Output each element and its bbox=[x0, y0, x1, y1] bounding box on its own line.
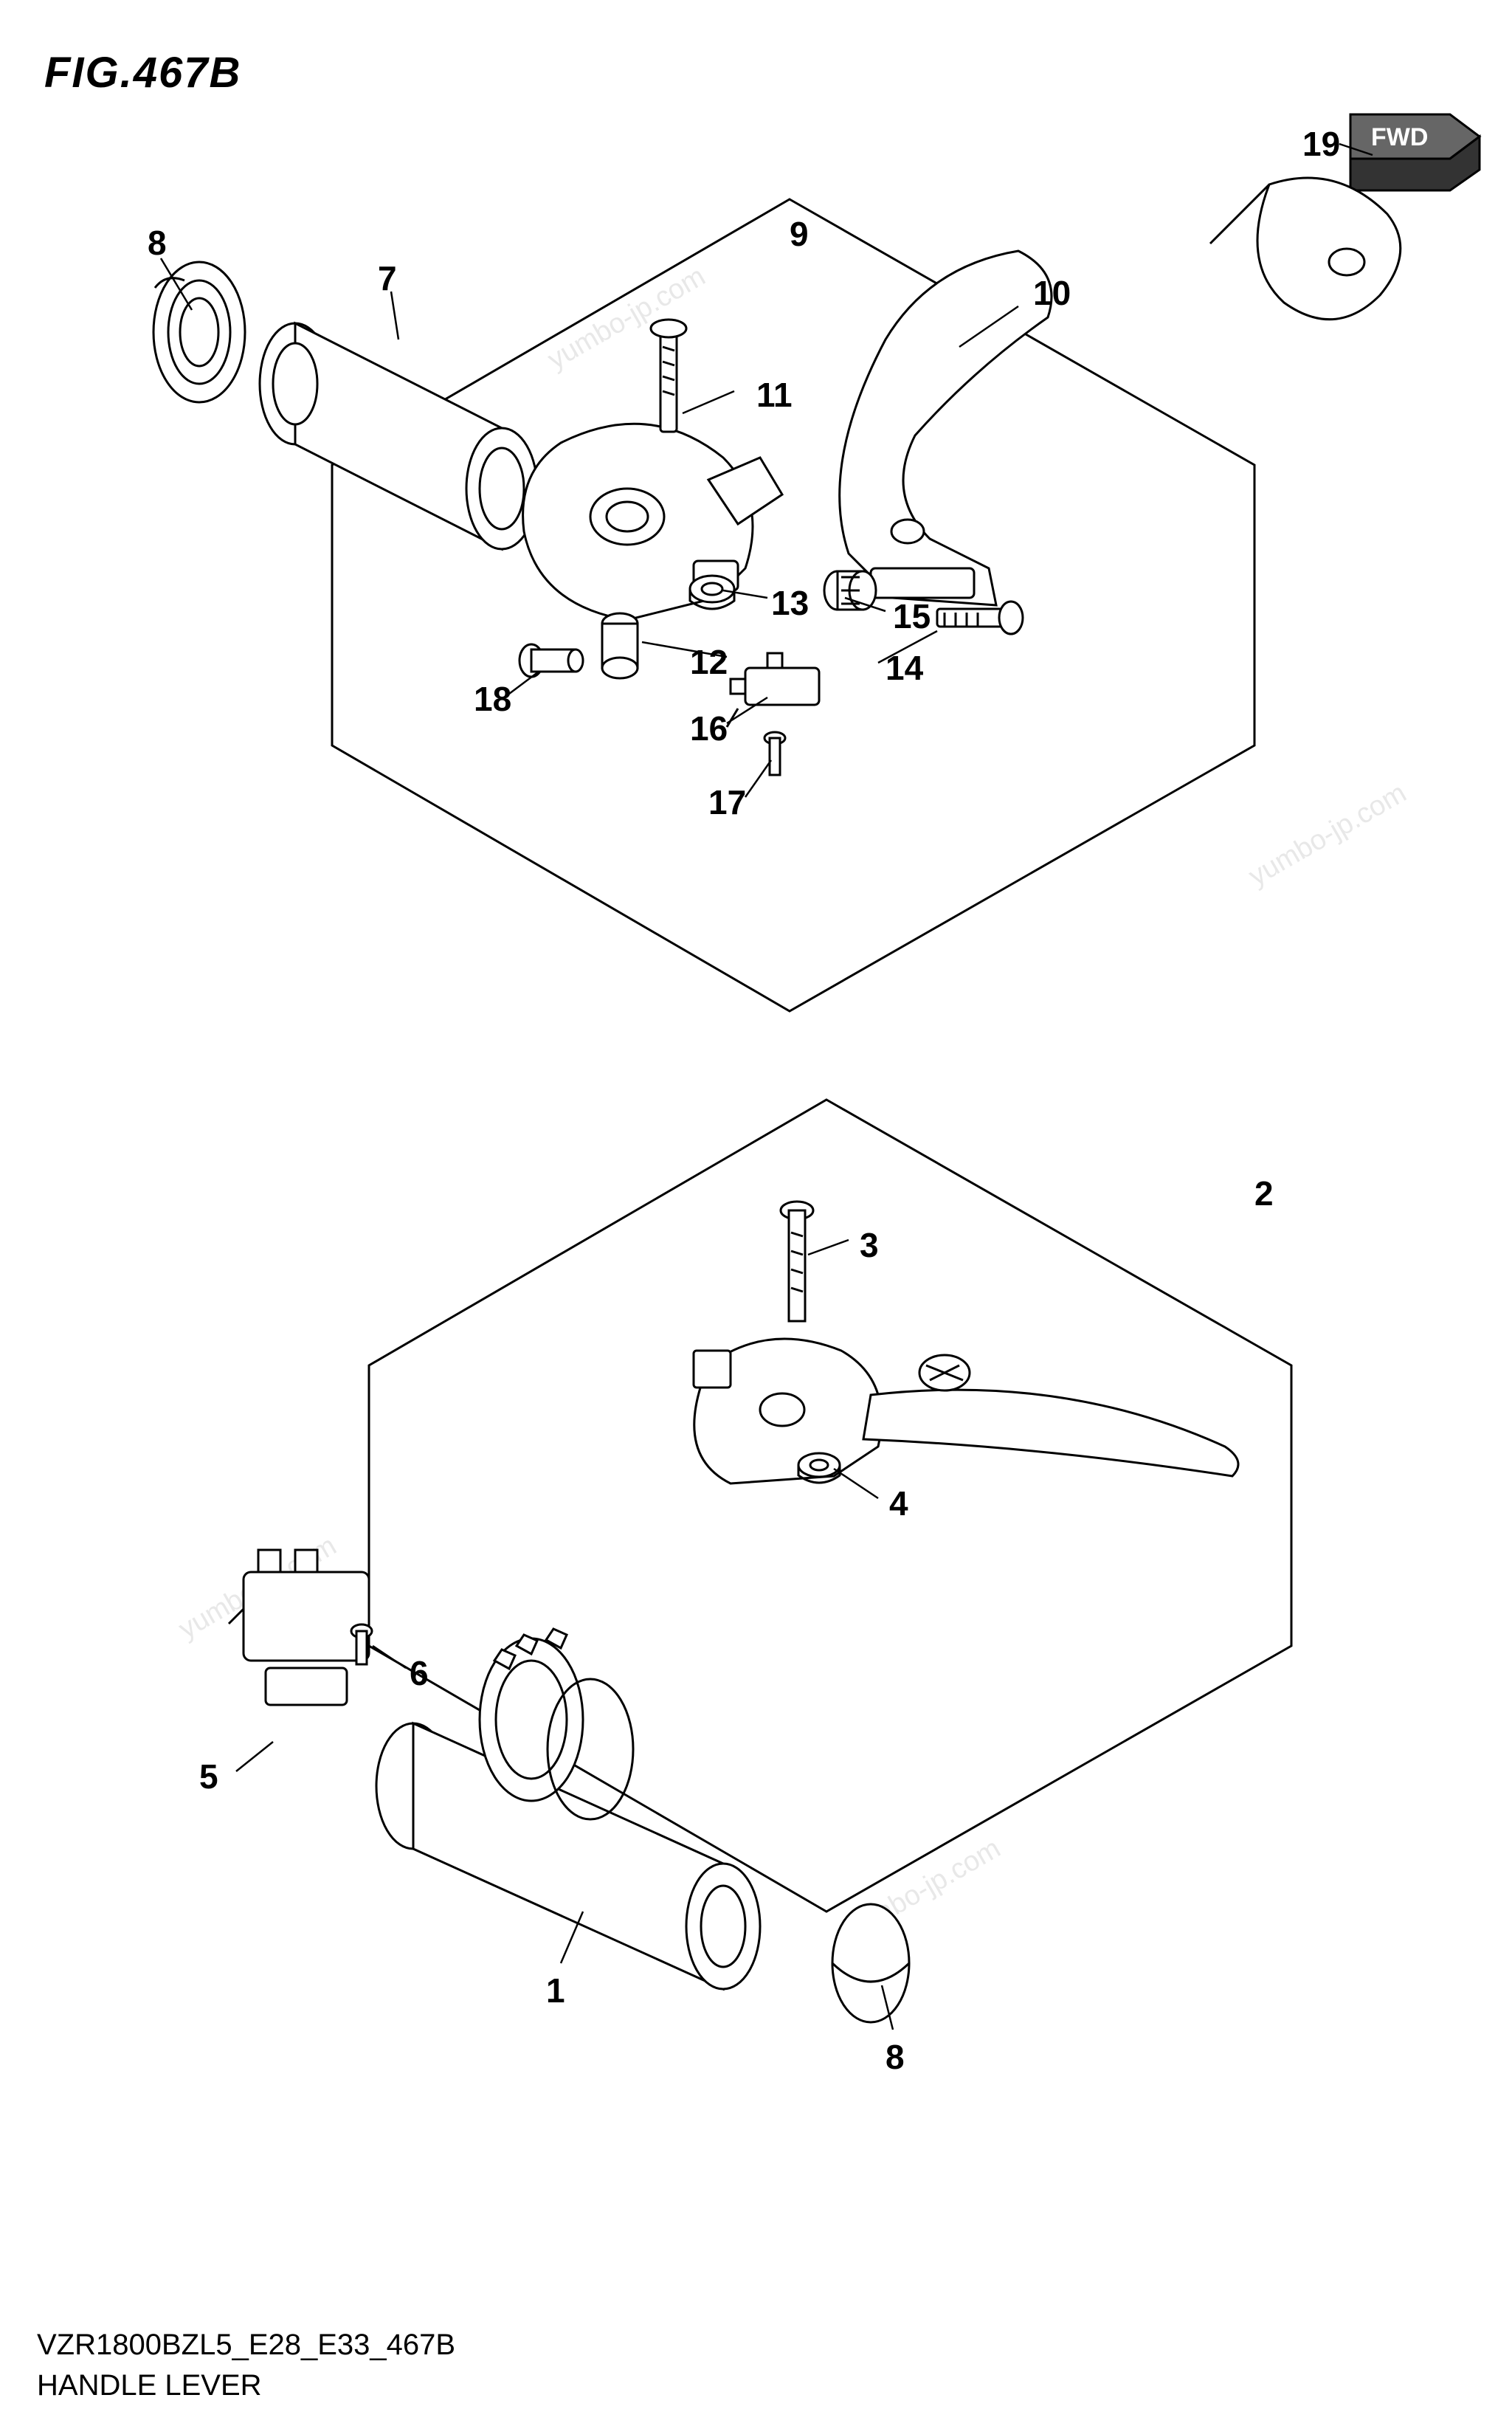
callout-11: 11 bbox=[756, 375, 793, 415]
footer-part-name: HANDLE LEVER bbox=[37, 2369, 262, 2402]
footer-model-code: VZR1800BZL5_E28_E33_467B bbox=[37, 2329, 455, 2362]
part-11-bolt bbox=[651, 320, 686, 432]
callout-9: 9 bbox=[790, 214, 809, 254]
parts-diagram: FWD bbox=[0, 0, 1512, 2409]
part-5-switch bbox=[229, 1550, 369, 1705]
part-18-bolt bbox=[519, 644, 583, 677]
part-17-screw bbox=[764, 732, 785, 775]
callout-13: 13 bbox=[771, 583, 809, 623]
part-9-holder bbox=[523, 424, 782, 620]
callout-5: 5 bbox=[199, 1757, 218, 1796]
part-3-bolt bbox=[781, 1202, 813, 1321]
part-13-nut bbox=[690, 576, 734, 609]
svg-text:FWD: FWD bbox=[1371, 123, 1428, 151]
callout-4: 4 bbox=[889, 1483, 908, 1523]
part-8-cap-bottom bbox=[832, 1904, 909, 2022]
figure-title: FIG.467B bbox=[44, 48, 241, 97]
callout-12: 12 bbox=[690, 642, 728, 682]
part-16-switch bbox=[727, 653, 819, 727]
callout-14: 14 bbox=[886, 648, 923, 688]
part-15-nut bbox=[824, 571, 876, 610]
callout-10: 10 bbox=[1033, 273, 1071, 313]
callout-2: 2 bbox=[1254, 1174, 1274, 1213]
callout-16: 16 bbox=[690, 709, 728, 748]
part-7-grip-left bbox=[260, 323, 537, 549]
callout-19: 19 bbox=[1302, 124, 1340, 164]
part-10-lever bbox=[840, 251, 1052, 605]
part-14-screw bbox=[937, 602, 1023, 634]
callout-8b: 8 bbox=[886, 2037, 905, 2077]
callout-8: 8 bbox=[148, 223, 167, 263]
callout-17: 17 bbox=[708, 782, 746, 822]
callout-15: 15 bbox=[893, 596, 931, 636]
callout-7: 7 bbox=[378, 258, 397, 298]
part-12-spacer bbox=[602, 613, 638, 678]
part-2-brake-lever bbox=[694, 1339, 1238, 1483]
callout-3: 3 bbox=[860, 1225, 879, 1265]
callout-6: 6 bbox=[410, 1653, 429, 1693]
callout-1: 1 bbox=[546, 1971, 565, 2010]
part-4-nut bbox=[798, 1453, 840, 1483]
part-8-cap-top bbox=[153, 262, 245, 402]
callout-18: 18 bbox=[474, 679, 511, 719]
